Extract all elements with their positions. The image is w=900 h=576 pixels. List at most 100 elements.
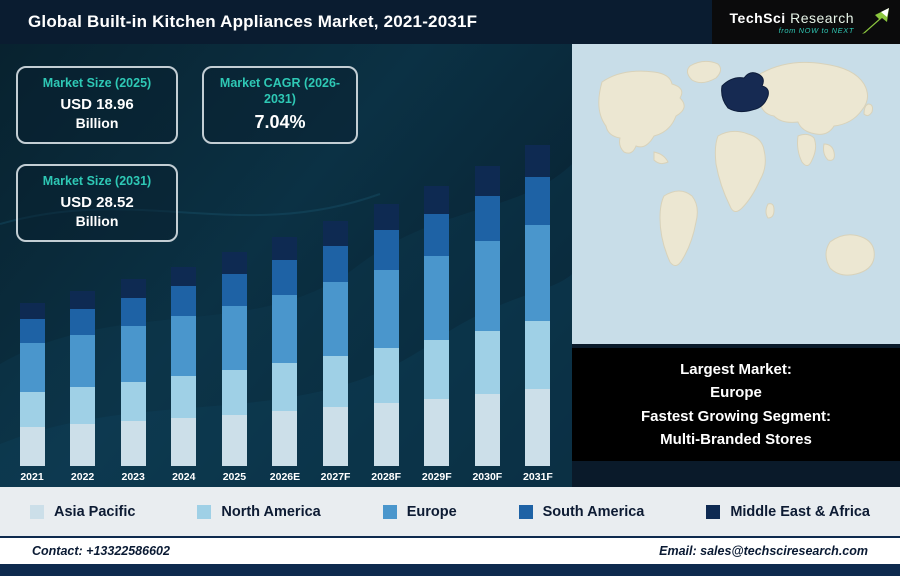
bar-year-label: 2021: [20, 471, 44, 483]
bar-segment: [373, 403, 399, 466]
world-map: [572, 44, 900, 344]
legend-label: Europe: [406, 503, 457, 520]
map-north-america: [598, 70, 685, 154]
map-africa: [714, 130, 766, 212]
bar-column: 2029F: [417, 185, 457, 483]
bar-segment: [474, 394, 500, 466]
bar-segment: [323, 221, 349, 246]
legend-swatch: [30, 504, 44, 519]
card-value: 7.04%: [254, 112, 306, 133]
bar-segment: [19, 426, 45, 466]
footer: Contact: +13322586602 Email: sales@techs…: [0, 536, 900, 564]
bar-segment: [70, 291, 96, 309]
map-asia: [757, 61, 868, 135]
bar-segment: [70, 308, 96, 336]
bar-year-label: 2030F: [472, 471, 503, 483]
bar-segment: [373, 204, 399, 231]
page-title: Global Built-in Kitchen Appliances Marke…: [28, 12, 478, 31]
bar-segment: [424, 339, 450, 399]
bar-segment: [424, 398, 450, 466]
bar-segment: [19, 318, 45, 344]
card-label: Market Size (2031): [42, 174, 152, 188]
bar-segment: [525, 176, 551, 226]
right-column: Largest Market: Europe Fastest Growing S…: [572, 44, 900, 487]
logo-name: TechSci Research: [730, 10, 854, 26]
card-value: USD 28.52: [60, 193, 134, 211]
bar-segment: [525, 225, 551, 322]
bar-segment: [120, 279, 146, 298]
bar-year-label: 2029F: [421, 471, 452, 483]
bar-stack: [221, 252, 247, 466]
bar-stack: [171, 266, 197, 466]
legend-item: North America: [197, 504, 321, 520]
bar-segment: [171, 316, 197, 377]
legend-item: South America: [518, 503, 645, 520]
logo-text-block: TechSci Research from NOW to NEXT: [730, 10, 854, 35]
bar-column: 2021: [12, 302, 52, 483]
bar-year-label: 2028F: [371, 471, 402, 483]
bar-segment: [272, 294, 298, 364]
bar-segment: [525, 321, 551, 389]
bar-segment: [221, 252, 247, 274]
largest-market-label: Largest Market:: [680, 361, 792, 378]
bar-year-label: 2027F: [320, 471, 351, 483]
bar-segment: [120, 421, 146, 466]
header: Global Built-in Kitchen Appliances Marke…: [0, 0, 900, 44]
card-unit: Billion: [75, 212, 119, 229]
bar-segment: [70, 335, 96, 388]
world-map-graphic: [572, 44, 900, 344]
legend-swatch: [382, 504, 397, 519]
bar-year-label: 2025: [222, 471, 247, 483]
bar-year-label: 2031F: [523, 471, 553, 483]
bar-segment: [474, 331, 500, 394]
bar-stack: [19, 302, 45, 466]
bar-column: 2031F: [518, 144, 558, 483]
bar-segment: [19, 392, 45, 427]
bar-segment: [221, 305, 247, 370]
bar-segment: [221, 273, 247, 306]
bar-year-label: 2023: [121, 471, 145, 483]
card-value: USD 18.96: [60, 95, 134, 113]
bar-segment: [171, 286, 197, 317]
bar-segment: [323, 245, 349, 283]
bar-column: 2027F: [316, 221, 356, 483]
bar-segment: [474, 195, 500, 241]
bar-year-label: 2026E: [269, 471, 301, 483]
chart-panel: Market Size (2025) USD 18.96 Billion Mar…: [0, 44, 572, 487]
market-cagr-card: Market CAGR (2026-2031) 7.04%: [202, 66, 358, 144]
bar-segment: [323, 407, 349, 466]
legend-swatch: [706, 504, 721, 519]
legend-label: South America: [542, 503, 645, 520]
bar-stack: [70, 291, 96, 466]
bar-segment: [70, 387, 96, 425]
bar-stack: [424, 185, 450, 466]
bar-segment: [323, 282, 349, 356]
map-japan: [863, 103, 873, 117]
legend-label: Middle East & Africa: [730, 503, 870, 520]
bar-segment: [272, 260, 298, 295]
bar-column: 2030F: [467, 165, 507, 483]
email-info: Email: sales@techsciresearch.com: [659, 544, 868, 558]
bar-segment: [323, 355, 349, 408]
bar-segment: [120, 297, 146, 326]
bar-stack: [272, 237, 298, 466]
info-box: Largest Market: Europe Fastest Growing S…: [572, 348, 900, 461]
bar-chart: 2021 2022 2023 2024 2025 2026E 2027F 2028F 2029F…: [12, 121, 558, 483]
map-madagascar: [765, 203, 775, 219]
bar-segment: [373, 230, 399, 270]
market-size-2025-card: Market Size (2025) USD 18.96 Billion: [16, 66, 178, 144]
bar-year-label: 2022: [70, 471, 95, 483]
map-southeast-asia: [823, 143, 835, 161]
bar-stack: [120, 279, 146, 466]
map-australia: [825, 234, 875, 276]
bar-stack: [323, 221, 349, 466]
logo-name-secondary: Research: [790, 9, 854, 26]
bar-segment: [474, 241, 500, 331]
legend-swatch: [518, 504, 533, 519]
bar-stack: [525, 144, 551, 466]
card-unit: Billion: [75, 114, 119, 131]
map-south-america: [659, 190, 698, 266]
legend-swatch: [197, 504, 212, 519]
bar-segment: [424, 185, 450, 214]
